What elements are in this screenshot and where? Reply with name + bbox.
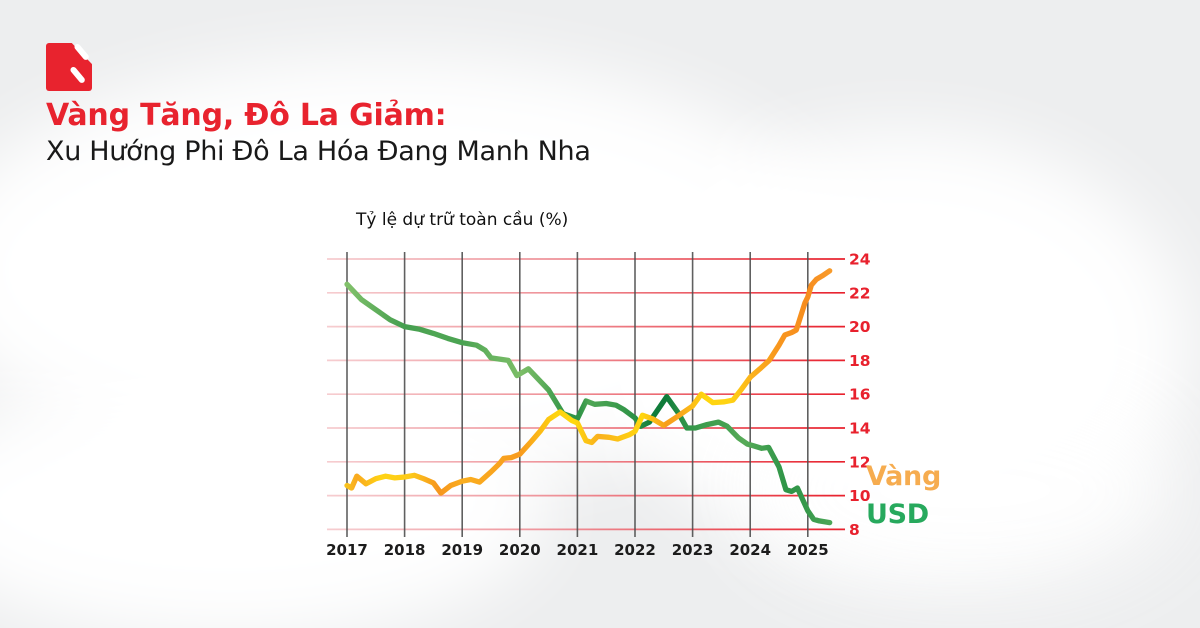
logo-red-square <box>46 43 92 91</box>
page-title: Vàng Tăng, Đô La Giảm: <box>46 98 447 133</box>
x-tick-label: 2022 <box>614 541 656 559</box>
legend-usd-label: USD <box>866 499 929 530</box>
x-tick-label: 2020 <box>499 541 541 559</box>
y-tick-label: 22 <box>849 284 871 302</box>
vang-line <box>344 268 833 496</box>
vertical-gridlines: 2017 2018 2019 2020 2021 2022 2023 2024 2025 <box>326 252 829 559</box>
background-shape <box>0 370 550 628</box>
brand-logo <box>46 42 92 91</box>
x-tick-label: 2017 <box>326 541 368 559</box>
horizontal-gridlines: 8 10 12 14 16 18 20 22 24 <box>327 251 871 539</box>
y-tick-label: 16 <box>849 386 871 404</box>
page-subtitle: Xu Hướng Phi Đô La Hóa Đang Manh Nha <box>46 136 591 167</box>
chart-axis-title: Tỷ lệ dự trữ toàn cầu (%) <box>356 210 569 230</box>
y-tick-label: 12 <box>849 453 871 471</box>
y-tick-label: 14 <box>849 420 871 438</box>
usd-line <box>344 281 833 526</box>
y-tick-label: 24 <box>849 251 871 269</box>
y-tick-label: 20 <box>849 318 871 336</box>
legend-gold-label: Vàng <box>866 461 941 492</box>
y-tick-label: 18 <box>849 352 871 370</box>
x-tick-label: 2023 <box>672 541 714 559</box>
x-tick-label: 2025 <box>787 541 829 559</box>
x-tick-label: 2018 <box>384 541 426 559</box>
x-tick-label: 2024 <box>729 541 771 559</box>
x-tick-label: 2021 <box>557 541 599 559</box>
background-shape <box>750 390 1180 590</box>
chart-legend: Vàng USD <box>866 458 941 534</box>
y-tick-label: 10 <box>849 487 871 505</box>
y-tick-label: 8 <box>849 521 860 539</box>
x-tick-label: 2019 <box>441 541 483 559</box>
